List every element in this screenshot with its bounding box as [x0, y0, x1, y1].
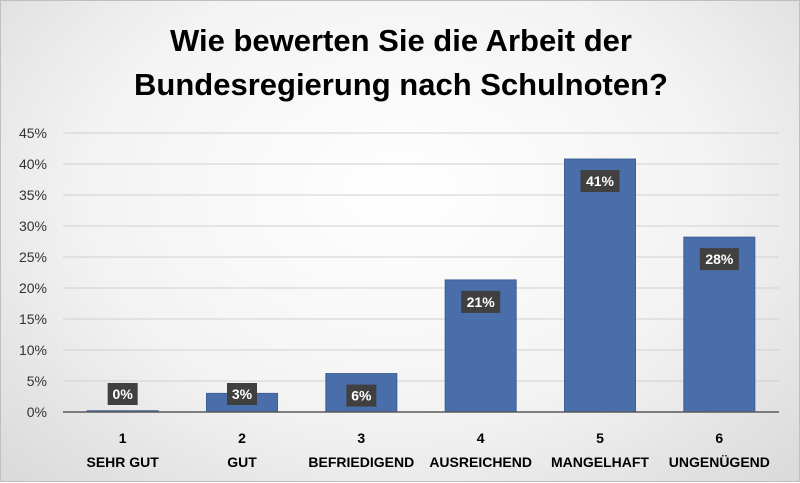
data-label: 28% [705, 251, 734, 267]
x-category-number: 2 [238, 430, 246, 446]
y-tick-label: 45% [19, 125, 47, 141]
data-label: 6% [351, 388, 372, 404]
data-label: 21% [467, 294, 496, 310]
x-category-label: UNGENÜGEND [669, 454, 770, 470]
data-label-box [461, 290, 501, 313]
data-label-box [699, 248, 739, 271]
y-tick-label: 10% [19, 342, 47, 358]
y-tick-label: 35% [19, 187, 47, 203]
y-tick-label: 0% [27, 404, 47, 420]
y-tick-label: 40% [19, 156, 47, 172]
x-category-number: 1 [119, 430, 127, 446]
bar [564, 158, 636, 413]
data-label-box [107, 383, 138, 405]
data-label: 0% [113, 386, 134, 402]
y-tick-label: 30% [19, 218, 47, 234]
x-category-label: BEFRIEDIGEND [308, 454, 414, 470]
data-label-box [346, 384, 377, 407]
x-category-number: 6 [715, 430, 723, 446]
x-category-label: MANGELHAFT [551, 454, 649, 470]
data-label: 41% [586, 173, 615, 189]
y-tick-label: 15% [19, 311, 47, 327]
y-tick-label: 20% [19, 280, 47, 296]
chart-title: Wie bewerten Sie die Arbeit der Bundesre… [1, 19, 800, 107]
x-category-label: SEHR GUT [86, 454, 159, 470]
y-tick-label: 5% [27, 373, 47, 389]
chart-title-line-1: Wie bewerten Sie die Arbeit der [170, 23, 632, 58]
x-category-number: 5 [596, 430, 604, 446]
data-label-box [227, 383, 257, 405]
x-category-label: GUT [227, 454, 257, 470]
x-category-label: AUSREICHEND [429, 454, 532, 470]
x-category-number: 4 [477, 430, 485, 446]
chart-title-line-2: Bundesregierung nach Schulnoten? [134, 67, 668, 102]
data-label: 3% [232, 386, 253, 402]
data-label-box [580, 170, 620, 193]
y-tick-label: 25% [19, 249, 47, 265]
x-category-number: 3 [357, 430, 365, 446]
